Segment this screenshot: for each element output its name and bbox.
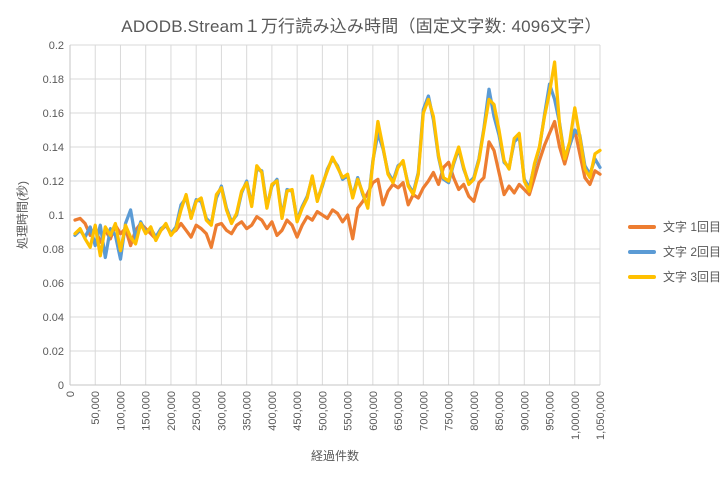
x-tick-label: 450,000 [292,391,304,431]
legend-label: 文字 2回目 [663,245,722,259]
x-tick-label: 500,000 [317,391,329,431]
x-tick-label: 600,000 [368,391,380,431]
legend-item-2: 文字 2回目 [628,243,721,260]
x-tick-label: 850,000 [494,391,506,431]
x-tick-label: 1,050,000 [595,391,607,440]
x-tick-label: 150,000 [141,391,153,431]
x-tick-label: 0 [65,391,77,397]
x-tick-label: 550,000 [343,391,355,431]
chart-title: ADODB.Stream１万行読み込み時間（固定文字数: 4096文字） [121,17,602,36]
x-tick-label: 650,000 [393,391,405,431]
x-tick-label: 950,000 [545,391,557,431]
legend-label: 文字 3回目 [663,270,722,284]
series-line-3 [73,60,602,258]
x-tick-label: 750,000 [444,391,456,431]
legend-item-1: 文字 1回目 [628,218,721,235]
y-tick-label: 0.06 [43,278,64,290]
y-tick-label: 0.16 [43,108,64,120]
y-axis-title: 処理時間(秒) [15,181,30,249]
x-tick-label: 400,000 [267,391,279,431]
y-tick-label: 0.02 [43,346,64,358]
x-tick-label: 350,000 [242,391,254,431]
legend-line-marker-icon [628,224,656,229]
y-tick-label: 0.04 [43,312,64,324]
y-tick-label: 0.2 [49,40,64,52]
y-tick-label: 0.08 [43,244,64,256]
x-tick-label: 200,000 [166,391,178,431]
legend-line-marker-icon [628,249,656,254]
legend-line-marker-icon [628,274,656,279]
x-tick-label: 300,000 [216,391,228,431]
x-tick-label: 900,000 [519,391,531,431]
legend-item-3: 文字 3回目 [628,268,721,285]
x-tick-label: 800,000 [469,391,481,431]
y-tick-label: 0.12 [43,176,64,188]
legend: 文字 1回目 文字 2回目 文字 3回目 [628,218,721,293]
x-tick-label: 250,000 [191,391,203,431]
x-tick-label: 50,000 [90,391,102,425]
x-tick-label: 1,000,000 [570,391,582,440]
y-tick-label: 0.14 [43,142,64,154]
x-tick-label: 700,000 [418,391,430,431]
x-axis-title: 経過件数 [310,449,360,463]
y-tick-label: 0.1 [49,210,64,222]
x-tick-label: 100,000 [115,391,127,431]
y-tick-label: 0.18 [43,74,64,86]
y-tick-label: 0 [58,380,64,392]
legend-label: 文字 1回目 [663,220,722,234]
